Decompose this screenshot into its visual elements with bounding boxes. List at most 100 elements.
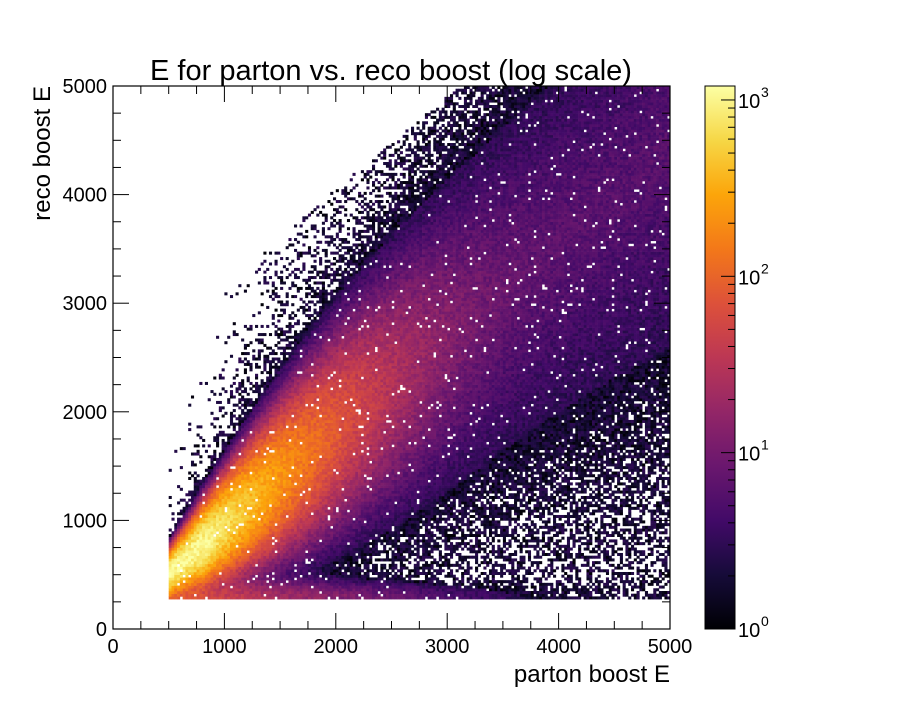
heatmap-cell <box>174 529 177 532</box>
heatmap-cell <box>319 363 322 366</box>
heatmap-cell <box>252 480 255 483</box>
heatmap-cell <box>272 493 275 496</box>
heatmap-cell <box>277 586 280 589</box>
heatmap-cell <box>319 428 322 431</box>
heatmap-cell <box>224 469 227 472</box>
heatmap-cell <box>339 512 342 515</box>
heatmap-cell <box>288 586 291 589</box>
heatmap-cell <box>322 339 325 342</box>
heatmap-cell <box>288 431 291 434</box>
heatmap-cell <box>177 531 180 534</box>
heatmap-cell <box>327 458 330 461</box>
heatmap-cell <box>269 510 272 513</box>
heatmap-cell <box>216 436 219 439</box>
heatmap-cell <box>294 520 297 523</box>
heatmap-cell <box>294 401 297 404</box>
heatmap-cell <box>314 510 317 513</box>
heatmap-cell <box>339 344 342 347</box>
heatmap-cell <box>213 436 216 439</box>
heatmap-cell <box>297 558 300 561</box>
heatmap-cell <box>322 295 325 298</box>
heatmap-cell <box>286 453 289 456</box>
heatmap-cell <box>330 580 333 583</box>
heatmap-cell <box>286 442 289 445</box>
heatmap-cell <box>294 406 297 409</box>
heatmap-cell <box>300 596 303 599</box>
heatmap-cell <box>277 564 280 567</box>
heatmap-cell <box>210 501 213 504</box>
heatmap-cell <box>316 526 319 529</box>
heatmap-cell <box>311 542 314 545</box>
heatmap-cell <box>333 398 336 401</box>
heatmap-cell <box>319 550 322 553</box>
heatmap-cell <box>244 363 247 366</box>
heatmap-cell <box>297 355 300 358</box>
heatmap-cell <box>255 453 258 456</box>
heatmap-cell <box>188 564 191 567</box>
heatmap-cell <box>269 537 272 540</box>
heatmap-cell <box>210 594 213 597</box>
heatmap-cell <box>261 415 264 418</box>
heatmap-cell <box>325 423 328 426</box>
heatmap-cell <box>294 504 297 507</box>
heatmap-cell <box>308 214 311 217</box>
heatmap-cell <box>188 572 191 575</box>
heatmap-cell <box>277 358 280 361</box>
heatmap-cell <box>311 491 314 494</box>
heatmap-cell <box>283 577 286 580</box>
heatmap-cell <box>222 553 225 556</box>
heatmap-cell <box>219 583 222 586</box>
heatmap-cell <box>263 409 266 412</box>
heatmap-cell <box>308 347 311 350</box>
heatmap-cell <box>252 545 255 548</box>
heatmap-cell <box>238 501 241 504</box>
heatmap-cell <box>330 529 333 532</box>
heatmap-cell <box>205 491 208 494</box>
heatmap-cell <box>233 396 236 399</box>
heatmap-cell <box>314 520 317 523</box>
heatmap-cell <box>286 360 289 363</box>
heatmap-cell <box>233 550 236 553</box>
heatmap-cell <box>210 472 213 475</box>
heatmap-cell <box>188 523 191 526</box>
heatmap-cell <box>210 591 213 594</box>
heatmap-cell <box>213 572 216 575</box>
heatmap-cell <box>174 526 177 529</box>
heatmap-cell <box>185 504 188 507</box>
heatmap-cell <box>269 434 272 437</box>
heatmap-cell <box>247 466 250 469</box>
heatmap-cell <box>308 371 311 374</box>
heatmap-cell <box>280 501 283 504</box>
heatmap-cell <box>336 545 339 548</box>
heatmap-cell <box>322 233 325 236</box>
heatmap-cell <box>269 553 272 556</box>
heatmap-cell <box>297 406 300 409</box>
heatmap-cell <box>308 322 311 325</box>
heatmap-cell <box>316 436 319 439</box>
heatmap-cell <box>219 463 222 466</box>
heatmap-cell <box>277 371 280 374</box>
heatmap-cell <box>330 339 333 342</box>
heatmap-cell <box>224 491 227 494</box>
heatmap-cell <box>300 529 303 532</box>
heatmap-cell <box>269 447 272 450</box>
heatmap-cell <box>314 491 317 494</box>
heatmap-cell <box>266 420 269 423</box>
heatmap-cell <box>213 417 216 420</box>
heatmap-cell <box>275 425 278 428</box>
heatmap-cell <box>311 561 314 564</box>
heatmap-cell <box>236 523 239 526</box>
heatmap-cell <box>288 461 291 464</box>
heatmap-cell <box>305 417 308 420</box>
heatmap-cell <box>288 520 291 523</box>
heatmap-cell <box>266 496 269 499</box>
heatmap-cell <box>169 564 172 567</box>
heatmap-cell <box>183 548 186 551</box>
heatmap-cell <box>300 385 303 388</box>
heatmap-cell <box>297 404 300 407</box>
heatmap-cell <box>269 377 272 380</box>
heatmap-cell <box>261 458 264 461</box>
heatmap-cell <box>283 425 286 428</box>
heatmap-cell <box>236 450 239 453</box>
heatmap-cell <box>291 325 294 328</box>
